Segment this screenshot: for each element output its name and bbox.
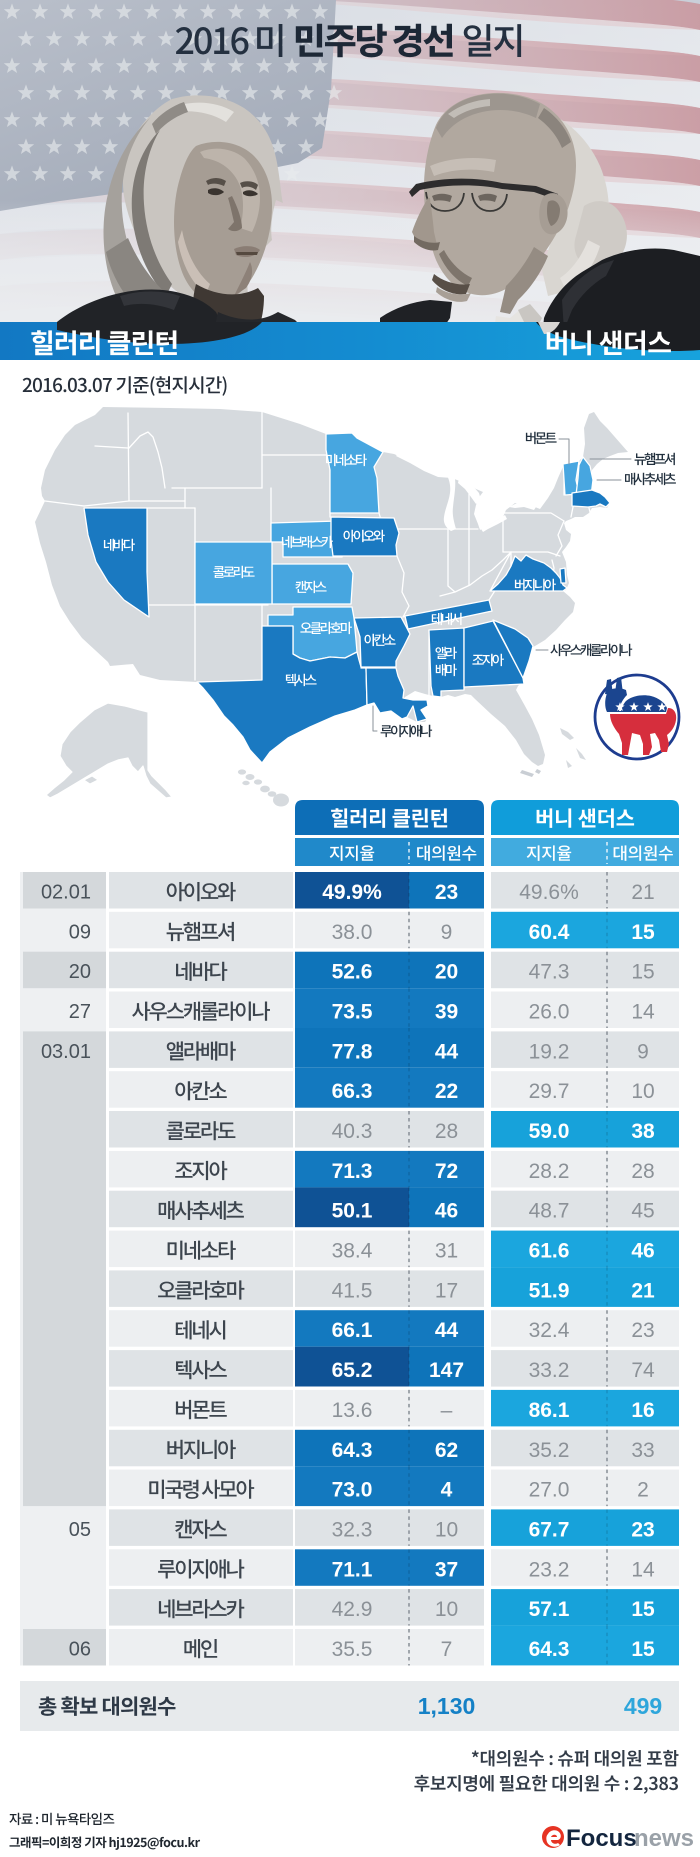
svg-text:73.0: 73.0 <box>332 1479 373 1502</box>
svg-text:9: 9 <box>637 1040 649 1063</box>
svg-text:9: 9 <box>441 921 453 944</box>
svg-text:147: 147 <box>429 1359 464 1382</box>
svg-text:21: 21 <box>631 1279 655 1302</box>
svg-text:15: 15 <box>631 921 655 944</box>
svg-text:42.9: 42.9 <box>332 1598 373 1621</box>
svg-text:23: 23 <box>631 1518 654 1541</box>
svg-text:05: 05 <box>69 1519 91 1541</box>
svg-text:52.6: 52.6 <box>332 961 373 984</box>
svg-text:35.5: 35.5 <box>332 1638 373 1661</box>
svg-text:71.3: 71.3 <box>332 1160 373 1183</box>
svg-text:37: 37 <box>435 1558 458 1581</box>
svg-text:48.7: 48.7 <box>529 1200 570 1223</box>
svg-text:14: 14 <box>631 1001 655 1024</box>
svg-text:7: 7 <box>441 1638 453 1661</box>
svg-text:47.3: 47.3 <box>529 961 570 984</box>
svg-text:49.9%: 49.9% <box>322 881 382 904</box>
svg-text:10: 10 <box>435 1598 458 1621</box>
svg-text:26.0: 26.0 <box>529 1001 570 1024</box>
svg-text:46: 46 <box>631 1240 654 1263</box>
svg-text:77.8: 77.8 <box>332 1040 373 1063</box>
svg-text:06: 06 <box>69 1638 91 1660</box>
svg-text:33.2: 33.2 <box>529 1359 570 1382</box>
svg-text:40.3: 40.3 <box>332 1120 373 1143</box>
svg-text:50.1: 50.1 <box>332 1200 373 1223</box>
svg-text:60.4: 60.4 <box>529 921 570 944</box>
svg-text:32.3: 32.3 <box>332 1518 373 1541</box>
svg-text:59.0: 59.0 <box>529 1120 570 1143</box>
svg-text:64.3: 64.3 <box>332 1439 373 1462</box>
svg-text:67.7: 67.7 <box>529 1518 570 1541</box>
svg-text:20: 20 <box>435 961 458 984</box>
svg-text:57.1: 57.1 <box>529 1598 570 1621</box>
svg-text:23: 23 <box>631 1319 654 1342</box>
svg-text:17: 17 <box>435 1279 458 1302</box>
svg-text:1,130: 1,130 <box>418 1693 476 1719</box>
svg-text:35.2: 35.2 <box>529 1439 570 1462</box>
svg-text:28: 28 <box>631 1160 654 1183</box>
svg-text:38.0: 38.0 <box>332 921 373 944</box>
svg-text:64.3: 64.3 <box>529 1638 570 1661</box>
svg-text:16: 16 <box>631 1399 654 1422</box>
svg-text:20: 20 <box>69 961 91 983</box>
svg-text:27: 27 <box>69 1001 91 1023</box>
svg-text:32.4: 32.4 <box>529 1319 570 1342</box>
svg-text:10: 10 <box>435 1518 458 1541</box>
svg-text:66.1: 66.1 <box>332 1319 373 1342</box>
svg-text:28: 28 <box>435 1120 458 1143</box>
svg-text:86.1: 86.1 <box>529 1399 570 1422</box>
svg-text:31: 31 <box>435 1240 458 1263</box>
svg-text:27.0: 27.0 <box>529 1479 570 1502</box>
svg-text:03.01: 03.01 <box>41 1041 91 1063</box>
svg-text:23: 23 <box>435 881 458 904</box>
svg-text:15: 15 <box>631 961 654 984</box>
svg-text:44: 44 <box>435 1319 459 1342</box>
svg-text:13.6: 13.6 <box>332 1399 373 1422</box>
svg-text:74: 74 <box>631 1359 655 1382</box>
svg-text:65.2: 65.2 <box>332 1359 373 1382</box>
svg-text:21: 21 <box>631 881 654 904</box>
svg-text:51.9: 51.9 <box>529 1279 570 1302</box>
svg-text:15: 15 <box>631 1598 655 1621</box>
svg-text:41.5: 41.5 <box>332 1279 373 1302</box>
svg-text:4: 4 <box>441 1479 453 1502</box>
svg-text:73.5: 73.5 <box>332 1001 373 1024</box>
svg-text:29.7: 29.7 <box>529 1080 570 1103</box>
svg-text:–: – <box>441 1399 453 1422</box>
svg-text:38: 38 <box>631 1120 655 1143</box>
svg-text:19.2: 19.2 <box>529 1040 570 1063</box>
svg-text:61.6: 61.6 <box>529 1240 570 1263</box>
svg-text:72: 72 <box>435 1160 458 1183</box>
svg-text:2: 2 <box>637 1479 649 1502</box>
svg-text:45: 45 <box>631 1200 654 1223</box>
svg-text:44: 44 <box>435 1040 459 1063</box>
svg-text:28.2: 28.2 <box>529 1160 570 1183</box>
svg-text:46: 46 <box>435 1200 458 1223</box>
svg-text:39: 39 <box>435 1001 458 1024</box>
svg-text:499: 499 <box>624 1693 662 1719</box>
svg-text:71.1: 71.1 <box>332 1558 373 1581</box>
svg-text:33: 33 <box>631 1439 654 1462</box>
svg-text:22: 22 <box>435 1080 458 1103</box>
svg-text:49.6%: 49.6% <box>519 881 579 904</box>
svg-text:Focus: Focus <box>566 1825 637 1852</box>
svg-text:23.2: 23.2 <box>529 1558 570 1581</box>
svg-text:38.4: 38.4 <box>332 1240 373 1263</box>
svg-text:09: 09 <box>69 921 91 943</box>
svg-text:news: news <box>634 1825 694 1852</box>
svg-text:66.3: 66.3 <box>332 1080 373 1103</box>
svg-text:10: 10 <box>631 1080 654 1103</box>
svg-text:02.01: 02.01 <box>41 882 91 904</box>
svg-text:15: 15 <box>631 1638 655 1661</box>
svg-text:62: 62 <box>435 1439 458 1462</box>
svg-text:14: 14 <box>631 1558 655 1581</box>
